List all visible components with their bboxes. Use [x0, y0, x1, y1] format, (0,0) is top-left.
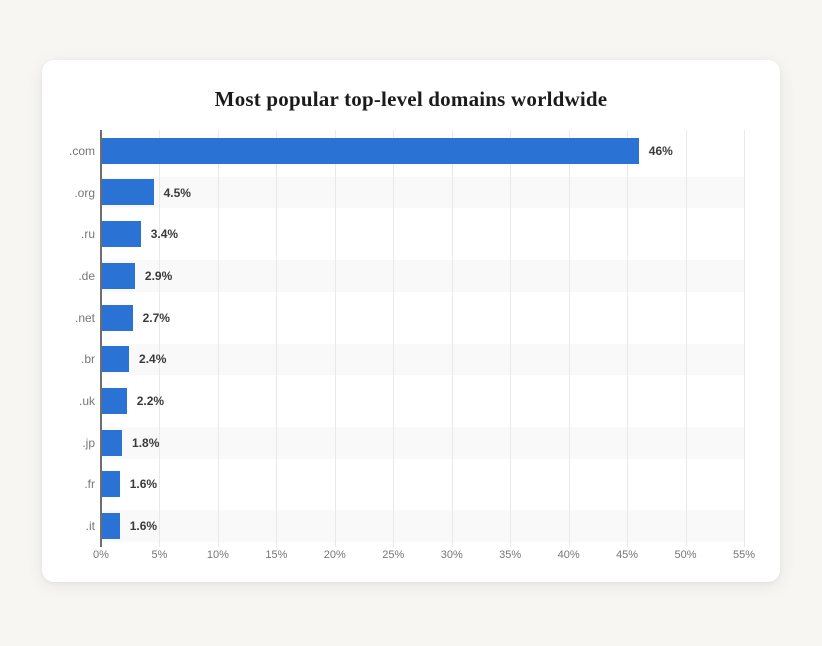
bar-rows: .com 46% .org 4.5% .ru 3.4% .de 2.9% .net 2.7% .br…	[42, 130, 780, 547]
gridline	[217, 130, 219, 547]
bar-row: .jp 1.8%	[42, 422, 780, 464]
category-label: .com	[68, 143, 95, 158]
category-label: .uk	[78, 393, 95, 408]
bar	[101, 179, 154, 206]
bar	[101, 512, 120, 539]
x-tick-label: 55%	[732, 549, 756, 561]
gridline	[451, 130, 453, 547]
x-tick-label: 50%	[674, 549, 697, 561]
bar	[101, 304, 133, 331]
row-stripe	[101, 426, 744, 459]
row-stripe	[101, 260, 744, 292]
x-tick-label: 5%	[151, 549, 168, 561]
gridline	[627, 130, 629, 547]
x-tick-label: 10%	[206, 549, 229, 561]
bar	[101, 387, 127, 414]
value-label: 1.6%	[129, 477, 158, 492]
category-label: .br	[80, 352, 95, 367]
bar	[101, 471, 120, 498]
chart-card: Most popular top-level domains worldwide…	[42, 60, 780, 582]
row-stripe	[101, 343, 744, 376]
gridline	[159, 130, 161, 547]
row-stripes	[101, 130, 744, 547]
bar-row: .uk 2.2%	[42, 380, 780, 422]
x-tick-label: 20%	[323, 549, 346, 561]
x-tick-label: 45%	[616, 549, 639, 561]
value-label: 1.8%	[132, 435, 160, 450]
gridline	[744, 130, 745, 547]
bar	[101, 429, 123, 456]
x-tick-label: 0%	[93, 549, 109, 561]
gridline	[685, 130, 687, 547]
gridline	[393, 130, 395, 547]
value-label: 2.9%	[144, 268, 173, 283]
gridline	[334, 130, 336, 547]
category-label: .org	[74, 185, 95, 200]
bar	[101, 346, 130, 373]
category-label: .de	[78, 268, 95, 283]
value-label: 4.5%	[163, 185, 191, 200]
bar-chart: .com 46% .org 4.5% .ru 3.4% .de 2.9% .net 2.7% .br…	[42, 130, 780, 547]
category-label: .ru	[80, 227, 95, 242]
x-tick-label: 15%	[265, 549, 288, 561]
category-label: .net	[74, 310, 95, 325]
bar	[101, 221, 141, 248]
value-label: 1.6%	[129, 519, 158, 534]
gridline	[276, 130, 278, 547]
gridlines	[101, 130, 745, 547]
x-tick-label: 40%	[557, 549, 580, 561]
category-label: .fr	[84, 477, 95, 492]
bar-row: .ru 3.4%	[42, 213, 780, 255]
chart-title: Most popular top-level domains worldwide	[214, 87, 608, 111]
category-label: .it	[85, 519, 95, 534]
bar	[101, 137, 639, 164]
bar-row: .net 2.7%	[42, 297, 780, 339]
row-stripe	[101, 510, 744, 542]
y-axis-line	[100, 130, 102, 547]
value-label: 46%	[648, 143, 673, 158]
bar-row: .de 2.9%	[42, 255, 780, 297]
x-tick-label: 35%	[499, 549, 522, 561]
value-label: 3.4%	[150, 227, 179, 242]
bar-row: .org 4.5%	[42, 172, 780, 214]
bar-row: .fr 1.6%	[42, 464, 780, 506]
bar-row: .br 2.4%	[42, 338, 780, 380]
value-label: 2.2%	[136, 393, 165, 408]
gridline	[568, 130, 570, 547]
bar	[101, 262, 135, 289]
gridline	[510, 130, 512, 547]
category-label: .jp	[82, 435, 95, 450]
bar-row: .com 46%	[42, 130, 780, 172]
x-tick-label: 30%	[440, 549, 463, 561]
bar-row: .it 1.6%	[42, 505, 780, 547]
value-label: 2.4%	[139, 352, 167, 367]
x-tick-label: 25%	[382, 549, 405, 561]
row-stripe	[101, 176, 744, 209]
x-axis-tick-labels: 0% 5% 10% 15% 20% 25% 30% 35% 40% 45% 50% 55%	[42, 547, 780, 563]
value-label: 2.7%	[142, 310, 170, 325]
